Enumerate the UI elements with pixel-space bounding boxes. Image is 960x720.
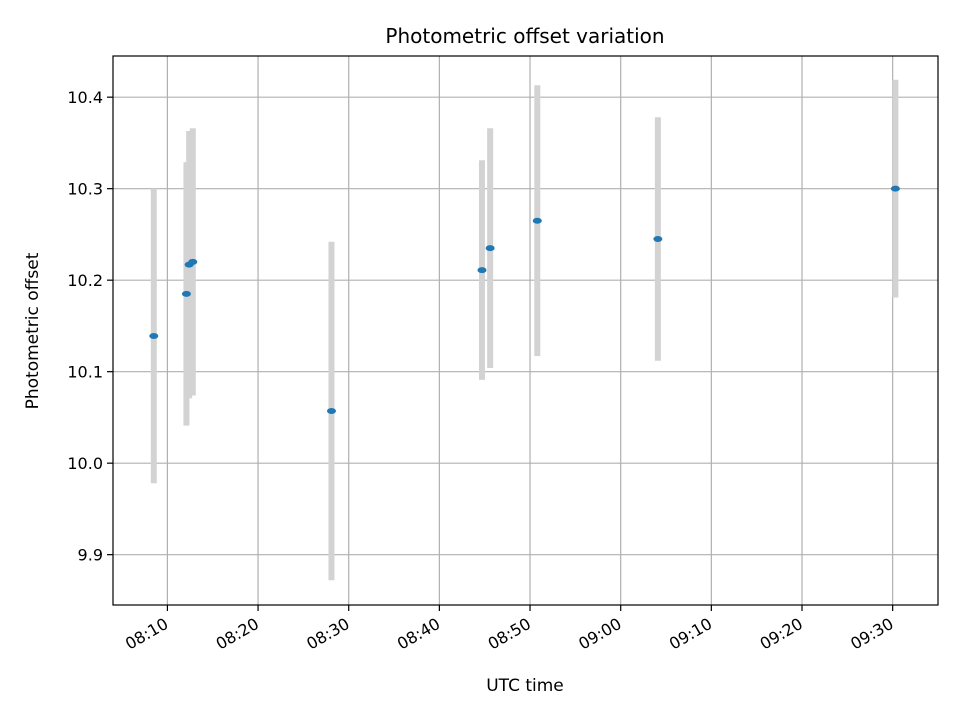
plot-frame — [112, 55, 939, 606]
x-axis: 08:10 08:20 08:30 08:40 08:50 09:00 09:10 09:20… — [122, 605, 897, 654]
x-tick-label: 08:20 — [213, 614, 262, 654]
data-point — [149, 332, 159, 339]
data-point — [181, 290, 191, 297]
x-tick-label: 09:30 — [847, 614, 896, 654]
data-point — [890, 185, 900, 192]
x-tick-label: 08:40 — [394, 614, 443, 654]
x-tick-label: 08:30 — [303, 614, 352, 654]
data-points — [149, 185, 900, 415]
data-point — [485, 245, 495, 252]
y-tick-label: 10.4 — [67, 88, 103, 107]
data-point — [326, 408, 336, 415]
y-axis: 9.9 10.0 10.1 10.2 10.3 10.4 — [67, 88, 113, 565]
data-point — [532, 217, 542, 224]
y-tick-label: 9.9 — [78, 546, 103, 565]
x-tick-label: 08:50 — [485, 614, 534, 654]
x-axis-title: UTC time — [486, 676, 564, 696]
y-axis-title: Photometric offset — [23, 252, 43, 409]
grid — [113, 56, 938, 605]
data-point — [188, 258, 198, 265]
y-tick-label: 10.0 — [67, 454, 103, 473]
y-tick-label: 10.1 — [67, 363, 103, 382]
x-tick-label: 08:10 — [122, 614, 171, 654]
data-point — [653, 236, 663, 242]
x-tick-label: 09:00 — [575, 614, 624, 654]
chart-title: Photometric offset variation — [385, 24, 664, 48]
data-point — [477, 267, 487, 274]
x-tick-label: 09:10 — [666, 614, 715, 654]
plot-background — [113, 56, 938, 605]
y-tick-label: 10.2 — [67, 271, 103, 290]
y-tick-label: 10.3 — [67, 180, 103, 199]
x-tick-label: 09:20 — [757, 614, 806, 654]
